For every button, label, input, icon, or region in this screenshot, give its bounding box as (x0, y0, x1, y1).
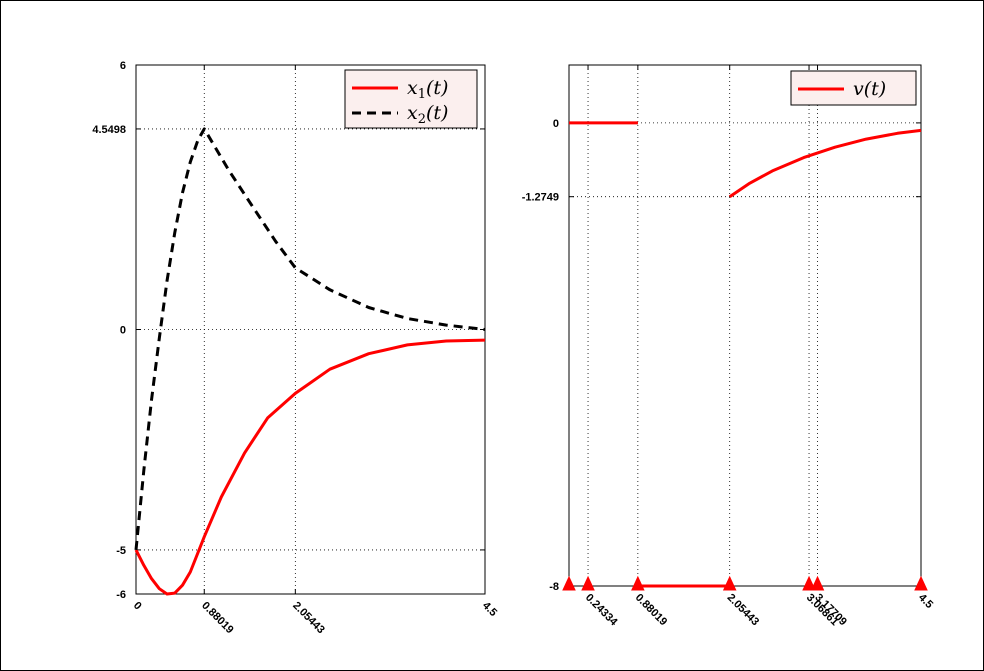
x-tick-label: 0.24334 (583, 592, 620, 629)
x-tick-label: 4.5 (916, 592, 935, 611)
y-tick-label: -6 (116, 589, 126, 601)
series-line (134, 127, 486, 551)
axes-box (135, 64, 486, 595)
switch-marker (802, 575, 816, 591)
switch-marker (810, 575, 825, 591)
switch-marker (722, 575, 737, 591)
legend-box (344, 69, 478, 129)
y-tick-label: 4.5498 (92, 124, 126, 136)
y-tick-label: -5 (116, 545, 126, 557)
y-tick-label: 6 (120, 60, 126, 72)
switch-marker (562, 575, 576, 591)
x-tick-label: 4.5 (480, 600, 499, 619)
series-line (134, 338, 486, 596)
legend-label: x1(t) (407, 77, 448, 102)
chart-left: 0 0.88019 2.05443 4.5 -6 -5 0 4.5498 6 x1(t)x2(t) (92, 60, 499, 636)
x-tick-label: 2.05443 (290, 600, 327, 637)
legend-label: x2(t) (407, 102, 448, 127)
y-tick-label: 0 (553, 118, 559, 130)
series-line (728, 128, 922, 198)
switch-marker (914, 575, 928, 591)
y-tick-label: 0 (120, 325, 126, 337)
x-tick-label: 0.88019 (633, 592, 670, 629)
legend-label: v(t) (853, 78, 886, 100)
x-tick-label: 0 (131, 600, 144, 613)
x-tick-label: 0.88019 (199, 600, 236, 637)
y-tick-label: -8 (549, 581, 559, 593)
axes-box (568, 64, 922, 587)
switch-marker (631, 575, 645, 591)
switch-marker (581, 575, 595, 591)
x-tick-label: 2.05443 (725, 592, 762, 629)
y-tick-label: -1.2749 (522, 192, 559, 204)
